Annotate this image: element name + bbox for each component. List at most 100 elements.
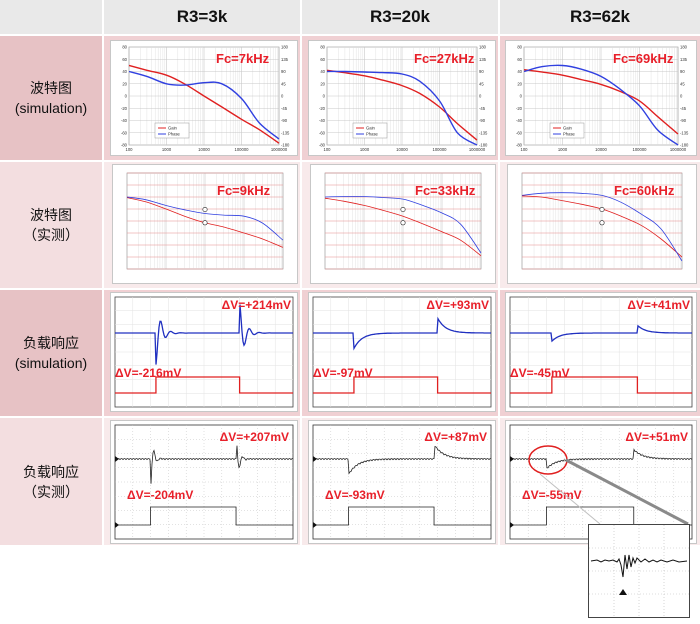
x-tick-label: 1000000: [469, 147, 486, 152]
legend-label-gain: Gain: [168, 126, 178, 131]
crossover-frequency-label: Fc=33kHz: [415, 183, 476, 198]
output-voltage-trace: [115, 304, 293, 365]
y-tick-label: -20: [121, 106, 128, 111]
phase-curve: [324, 195, 482, 254]
y-tick-label: 20: [122, 81, 127, 86]
x-tick-label: 1000: [162, 147, 172, 152]
bode-measured-chart-62k: Fc=60kHz: [521, 172, 683, 270]
overshoot-label: ΔV=+51mV: [625, 430, 688, 444]
overshoot-label: ΔV=+41mV: [627, 298, 690, 312]
crossover-marker: [400, 207, 406, 213]
crossover-frequency-label: Fc=60kHz: [614, 183, 675, 198]
y2-tick-label: -135: [680, 130, 689, 135]
y-tick-label: 0: [520, 94, 523, 99]
channel-marker-icon: [313, 522, 317, 528]
y2-tick-label: 135: [479, 57, 487, 62]
row-label-subtitle: （实测）: [23, 483, 79, 500]
y-tick-label: 20: [517, 81, 522, 86]
phase-curve: [521, 192, 683, 262]
crossover-marker: [400, 220, 406, 226]
y2-tick-label: -45: [680, 106, 687, 111]
x-tick-label: 100: [126, 147, 134, 152]
overshoot-label: ΔV=+87mV: [424, 430, 487, 444]
channel-marker-icon: [510, 456, 514, 462]
y2-tick-label: 180: [281, 45, 289, 50]
phase-curve: [326, 70, 478, 146]
output-voltage-trace: [115, 445, 293, 484]
y-tick-label: -40: [516, 118, 523, 123]
y-tick-label: -60: [121, 130, 128, 135]
column-header-r3-20k: R3=20k: [302, 0, 498, 34]
y-tick-label: -40: [319, 118, 326, 123]
y2-tick-label: -180: [281, 143, 290, 148]
row-label-title: 波特图: [30, 207, 72, 223]
y-tick-label: -20: [319, 106, 326, 111]
y2-tick-label: 135: [680, 57, 688, 62]
y-tick-label: 80: [122, 45, 127, 50]
legend-label-phase: Phase: [168, 132, 181, 137]
gain-curve: [326, 69, 478, 141]
row-label-subtitle: (simulation): [14, 100, 88, 116]
x-tick-label: 1000000: [271, 147, 288, 152]
bode-measured-chart-20k: Fc=33kHz: [324, 172, 482, 270]
zoom-inset: [588, 524, 690, 618]
x-tick-label: 100: [324, 147, 332, 152]
y-tick-label: -60: [319, 130, 326, 135]
y-tick-label: -60: [516, 130, 523, 135]
bode-sim-panel-20k: 80 60 40 20 0 -20 -40 -60 -80 180 135 90 45 0 -45 -90 -1…: [308, 40, 496, 156]
row-label-title: 负载响应: [23, 335, 79, 351]
crossover-marker: [599, 220, 605, 226]
crossover-marker: [202, 207, 208, 213]
x-tick-label: 1000: [360, 147, 370, 152]
y2-tick-label: 45: [479, 81, 484, 86]
phase-curve: [128, 70, 280, 140]
y2-tick-label: -45: [479, 106, 486, 111]
load-sim-panel-62k: ΔV=+41mV ΔV=-45mV: [505, 292, 697, 412]
y-tick-label: -80: [319, 143, 326, 148]
x-tick-label: 100000: [433, 147, 448, 152]
y-tick-label: -80: [516, 143, 523, 148]
row-label-subtitle: (simulation): [14, 355, 88, 371]
undershoot-label: ΔV=-97mV: [313, 366, 373, 380]
bode-sim-panel-3k: 80 60 40 20 0 -20 -40 -60 -80 180 135 90 45 0 -45 -90 -1…: [110, 40, 298, 156]
x-tick-label: 1000: [558, 147, 568, 152]
bode-measured-chart-3k: Fc=9kHz: [126, 172, 284, 270]
y-tick-label: 60: [122, 57, 127, 62]
zoom-inset-waveform: [589, 525, 689, 617]
load-current-trace: [115, 506, 293, 526]
column-header-r3-3k: R3=3k: [104, 0, 300, 34]
y-tick-label: 40: [122, 69, 127, 74]
overshoot-label: ΔV=+93mV: [426, 298, 489, 312]
corner-cell: [0, 0, 102, 34]
row-label-title: 负载响应: [23, 463, 79, 480]
bode-sim-chart-20k: 80 60 40 20 0 -20 -40 -60 -80 180 135 90 45 0 -45 -90 -1…: [319, 45, 488, 153]
crossover-frequency-label: Fc=7kHz: [216, 51, 270, 66]
bode-measured-panel-20k: Fc=33kHz: [310, 164, 496, 284]
y2-tick-label: -90: [680, 118, 687, 123]
load-sim-panel-3k: ΔV=+214mV ΔV=-216mV: [110, 292, 298, 412]
row-label-bode-simulation: 波特图 (simulation): [0, 36, 102, 160]
crossover-frequency-label: Fc=27kHz: [414, 51, 475, 66]
channel-marker-icon: [313, 456, 317, 462]
load-sim-chart-3k: ΔV=+214mV ΔV=-216mV: [114, 296, 294, 408]
load-measured-panel-20k: ΔV=+87mV ΔV=-93mV: [308, 420, 496, 544]
x-tick-label: 100: [521, 147, 529, 152]
y2-tick-label: 90: [680, 69, 685, 74]
legend-label-phase: Phase: [563, 132, 576, 137]
bode-sim-chart-3k: 80 60 40 20 0 -20 -40 -60 -80 180 135 90 45 0 -45 -90 -1…: [121, 45, 290, 153]
y2-tick-label: -90: [479, 118, 486, 123]
y2-tick-label: -45: [281, 106, 288, 111]
phase-curve: [126, 196, 284, 241]
legend-label-gain: Gain: [366, 126, 376, 131]
gain-curve: [128, 64, 280, 144]
bode-measured-panel-3k: Fc=9kHz: [112, 164, 298, 284]
row-label-bode-measured: 波特图 （实测）: [0, 162, 102, 288]
y2-tick-label: 180: [479, 45, 487, 50]
y2-tick-label: 135: [281, 57, 289, 62]
gain-curve: [324, 197, 482, 257]
load-current-trace: [510, 376, 692, 394]
y-tick-label: -80: [121, 143, 128, 148]
undershoot-label: ΔV=-45mV: [510, 366, 570, 380]
y2-tick-label: 0: [680, 94, 683, 99]
load-current-trace: [313, 506, 491, 526]
